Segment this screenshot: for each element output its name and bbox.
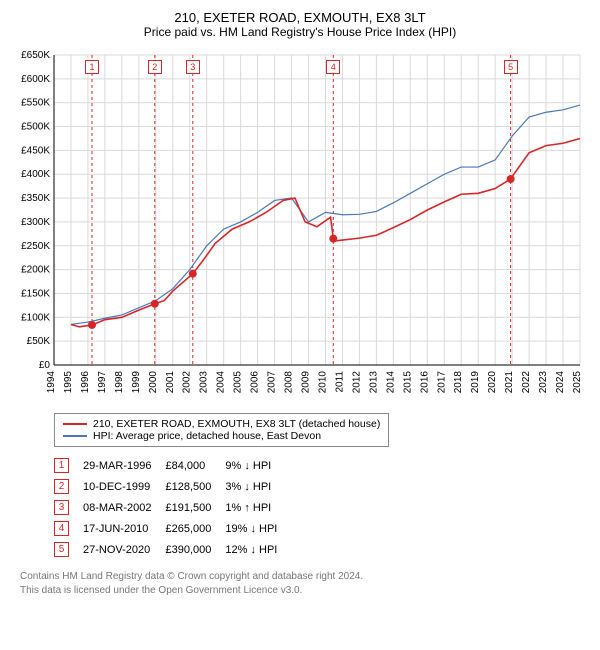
svg-text:2021: 2021 — [504, 371, 515, 394]
svg-text:1998: 1998 — [114, 371, 125, 394]
svg-text:1999: 1999 — [131, 371, 142, 394]
svg-text:2017: 2017 — [436, 371, 447, 394]
svg-text:2015: 2015 — [402, 371, 413, 394]
svg-text:2020: 2020 — [487, 371, 498, 394]
event-diff: 12% ↓ HPI — [225, 539, 291, 560]
svg-text:£250K: £250K — [21, 241, 50, 252]
event-price: £191,500 — [165, 497, 225, 518]
svg-text:£100K: £100K — [21, 312, 50, 323]
event-marker: 4 — [326, 60, 340, 74]
event-index-box: 2 — [54, 479, 69, 494]
footer-line: Contains HM Land Registry data © Crown c… — [20, 570, 590, 584]
event-price: £390,000 — [165, 539, 225, 560]
svg-text:£650K: £650K — [21, 50, 50, 61]
svg-text:£50K: £50K — [27, 336, 51, 347]
legend-label: HPI: Average price, detached house, East… — [93, 430, 321, 442]
svg-text:2005: 2005 — [233, 371, 244, 394]
svg-text:2008: 2008 — [284, 371, 295, 394]
event-diff: 9% ↓ HPI — [225, 455, 291, 476]
svg-text:2002: 2002 — [182, 371, 193, 394]
svg-text:£200K: £200K — [21, 265, 50, 276]
footer-line: This data is licensed under the Open Gov… — [20, 584, 590, 598]
legend-label: 210, EXETER ROAD, EXMOUTH, EX8 3LT (deta… — [93, 418, 380, 430]
table-row: 3 08-MAR-2002£191,5001% ↑ HPI — [54, 497, 291, 518]
svg-text:2011: 2011 — [334, 371, 345, 393]
table-row: 4 17-JUN-2010£265,00019% ↓ HPI — [54, 518, 291, 539]
events-table: 129-MAR-1996£84,0009% ↓ HPI210-DEC-1999£… — [54, 455, 291, 560]
table-row: 2 10-DEC-1999£128,5003% ↓ HPI — [54, 476, 291, 497]
svg-text:2024: 2024 — [555, 371, 566, 394]
event-date: 08-MAR-2002 — [83, 497, 165, 518]
svg-text:2023: 2023 — [538, 371, 549, 394]
event-diff: 1% ↑ HPI — [225, 497, 291, 518]
svg-text:2004: 2004 — [216, 371, 227, 394]
page-title: 210, EXETER ROAD, EXMOUTH, EX8 3LT — [10, 10, 590, 25]
event-date: 10-DEC-1999 — [83, 476, 165, 497]
svg-text:2014: 2014 — [385, 371, 396, 394]
svg-text:£500K: £500K — [21, 122, 50, 133]
event-index-box: 1 — [54, 458, 69, 473]
svg-text:2018: 2018 — [453, 371, 464, 394]
svg-text:£350K: £350K — [21, 193, 50, 204]
svg-text:2006: 2006 — [250, 371, 261, 394]
chart-container: £0 £50K £100K £150K £200K £250K £300K £350K £400… — [10, 47, 590, 407]
svg-text:£300K: £300K — [21, 217, 50, 228]
legend-item: HPI: Average price, detached house, East… — [63, 430, 380, 442]
svg-text:2016: 2016 — [419, 371, 430, 394]
event-price: £128,500 — [165, 476, 225, 497]
svg-text:£450K: £450K — [21, 145, 50, 156]
table-row: 1 29-MAR-1996£84,0009% ↓ HPI — [54, 455, 291, 476]
svg-text:2013: 2013 — [368, 371, 379, 394]
svg-text:1996: 1996 — [80, 371, 91, 394]
table-row: 5 27-NOV-2020£390,00012% ↓ HPI — [54, 539, 291, 560]
legend: 210, EXETER ROAD, EXMOUTH, EX8 3LT (deta… — [54, 413, 389, 447]
event-date: 29-MAR-1996 — [83, 455, 165, 476]
svg-text:1994: 1994 — [46, 371, 57, 394]
event-price: £265,000 — [165, 518, 225, 539]
svg-text:2010: 2010 — [317, 371, 328, 394]
svg-text:2000: 2000 — [148, 371, 159, 394]
event-marker: 5 — [504, 60, 518, 74]
svg-text:1995: 1995 — [63, 371, 74, 394]
svg-text:2009: 2009 — [301, 371, 312, 394]
event-index-box: 3 — [54, 500, 69, 515]
price-chart: £0 £50K £100K £150K £200K £250K £300K £350K £400… — [10, 47, 590, 407]
event-index-box: 4 — [54, 521, 69, 536]
svg-text:£0: £0 — [39, 360, 51, 371]
event-marker: 2 — [148, 60, 162, 74]
event-price: £84,000 — [165, 455, 225, 476]
svg-text:£400K: £400K — [21, 169, 50, 180]
svg-text:2022: 2022 — [521, 371, 532, 394]
event-date: 17-JUN-2010 — [83, 518, 165, 539]
legend-swatch — [63, 435, 87, 437]
svg-text:2025: 2025 — [572, 371, 583, 394]
event-diff: 3% ↓ HPI — [225, 476, 291, 497]
footer-attribution: Contains HM Land Registry data © Crown c… — [20, 570, 590, 597]
svg-text:2001: 2001 — [165, 371, 176, 394]
event-diff: 19% ↓ HPI — [225, 518, 291, 539]
svg-text:£150K: £150K — [21, 288, 50, 299]
event-index-box: 5 — [54, 542, 69, 557]
event-marker: 3 — [186, 60, 200, 74]
legend-swatch — [63, 423, 87, 425]
svg-text:2012: 2012 — [351, 371, 362, 394]
legend-item: 210, EXETER ROAD, EXMOUTH, EX8 3LT (deta… — [63, 418, 380, 430]
svg-text:1997: 1997 — [97, 371, 108, 394]
svg-text:2019: 2019 — [470, 371, 481, 394]
svg-text:2003: 2003 — [199, 371, 210, 394]
svg-text:£600K: £600K — [21, 74, 50, 85]
svg-text:2007: 2007 — [267, 371, 278, 394]
event-date: 27-NOV-2020 — [83, 539, 165, 560]
page-subtitle: Price paid vs. HM Land Registry's House … — [10, 25, 590, 39]
event-marker: 1 — [85, 60, 99, 74]
svg-text:£550K: £550K — [21, 98, 50, 109]
